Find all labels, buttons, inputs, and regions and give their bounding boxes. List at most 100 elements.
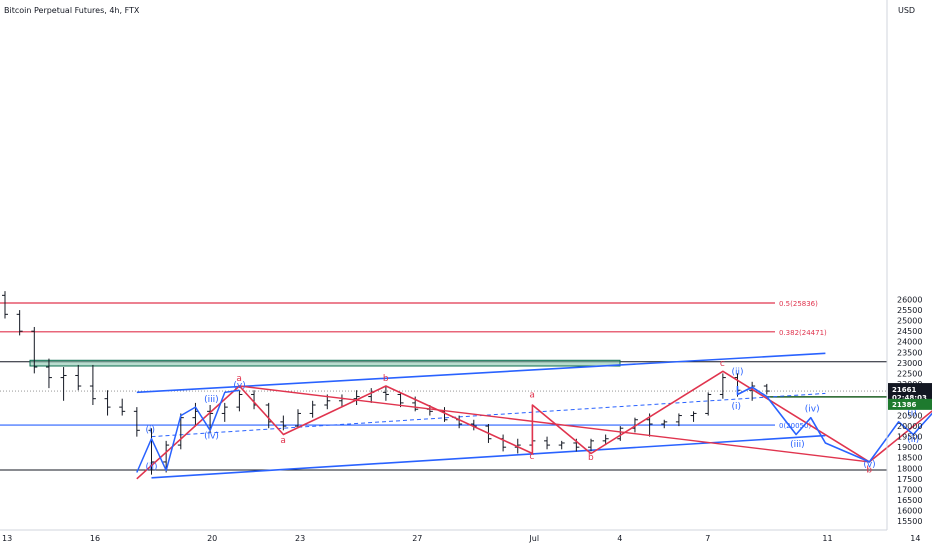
ohlc-bar <box>104 390 111 416</box>
wave-label-red: c <box>529 452 534 462</box>
ohlc-bar <box>221 402 228 422</box>
y-tick-label: 24500 <box>897 327 922 336</box>
last-price-tag-bg <box>888 383 932 404</box>
x-tick-label: 20 <box>207 534 217 543</box>
fib-level-label: 0(20050) <box>779 422 811 430</box>
y-tick-label: 24000 <box>897 338 922 347</box>
wave-label-blue: (iii) <box>790 440 805 450</box>
x-tick-label: 23 <box>295 534 305 543</box>
fib-level-label: 0.5(25836) <box>779 300 818 308</box>
ohlc-bar <box>749 381 756 401</box>
wave-label-blue: (i) <box>732 402 742 412</box>
y-tick-label: 16500 <box>897 496 922 505</box>
support-tag-bg <box>888 398 932 410</box>
support-value: 21386 <box>892 401 916 409</box>
y-tick-label: 25000 <box>897 317 922 326</box>
ohlc-bar <box>2 291 8 319</box>
ohlc-bar <box>45 358 52 389</box>
x-tick-label: 16 <box>90 534 100 543</box>
wave-label-red: b <box>383 374 389 384</box>
resistance-zone <box>29 359 621 367</box>
ohlc-bar <box>119 398 126 416</box>
red-wave-path <box>136 370 932 480</box>
y-tick-label: 22500 <box>897 369 922 378</box>
wave-label-blue: (i) <box>907 409 917 419</box>
ohlc-bar <box>31 326 38 374</box>
ohlc-bar <box>207 405 214 433</box>
x-tick-label: 11 <box>822 534 832 543</box>
ohlc-bar <box>690 411 697 422</box>
y-tick-label: 19500 <box>897 433 922 442</box>
x-tick-label: 4 <box>617 534 622 543</box>
blue-wave-path-left <box>136 389 240 473</box>
wave-label-blue: (i) <box>146 425 156 435</box>
ohlc-bar <box>544 436 551 450</box>
ohlc-bar <box>163 440 170 473</box>
wave-label-red: a <box>529 391 535 401</box>
wave-label-blue: (ii) <box>907 435 919 445</box>
ohlc-bar <box>236 390 243 412</box>
wave-labels: a a b a c b c b (i) (ii) (iii) (iv) (v) (ii) (i) (iv) (i… <box>146 359 920 476</box>
wave-paths <box>136 370 932 480</box>
ohlc-bar <box>353 390 360 406</box>
y-tick-label: 17000 <box>897 485 922 494</box>
ohlc-bar <box>382 386 389 401</box>
ohlc-bar <box>397 392 404 408</box>
chart-title: Bitcoin Perpetual Futures, 4h, FTX <box>4 6 140 15</box>
wave-label-red: b <box>866 465 872 475</box>
blue-wave-path-projection <box>736 386 932 463</box>
wave-label-red: a <box>280 436 286 446</box>
y-tick-label: 26000 <box>897 296 922 305</box>
ohlc-bar <box>75 364 82 391</box>
ohlc-bar <box>16 310 23 336</box>
ohlc-bar <box>309 400 316 418</box>
horizontal-lines: 0.5(25836) 0.382(24471) 0(20050) <box>0 300 887 471</box>
wave-label-red: c <box>720 359 725 369</box>
ohlc-bar <box>89 364 96 406</box>
y-tick-label: 18000 <box>897 464 922 473</box>
y-tick-label: 16000 <box>897 506 922 515</box>
wave-label-blue: (iv) <box>805 404 820 414</box>
x-tick-label: 27 <box>412 534 422 543</box>
upper-channel-line <box>136 352 826 394</box>
y-tick-label: 25500 <box>897 306 922 315</box>
y-tick-label: 15500 <box>897 517 922 526</box>
ohlc-bar <box>705 392 712 416</box>
ohlc-bar <box>588 438 594 452</box>
ohlc-bar <box>719 373 726 399</box>
ohlc-bar <box>617 426 624 441</box>
ohlc-bar <box>675 413 682 427</box>
last-price-value: 21661 <box>892 386 916 394</box>
wave-label-blue: (ii) <box>146 462 158 472</box>
y-tick-label: 18500 <box>897 454 922 463</box>
resistance-zone-box <box>29 359 621 367</box>
x-tick-label: Jul <box>528 534 539 543</box>
wave-label-blue: (v) <box>863 460 875 470</box>
y-tick-label: 17500 <box>897 475 922 484</box>
y-tick-label: 20500 <box>897 412 922 421</box>
y-tick-label: 20000 <box>897 422 922 431</box>
x-tick-label: 7 <box>705 534 710 543</box>
ohlc-bar <box>661 419 668 429</box>
ohlc-bar <box>60 367 67 401</box>
ohlc-bar <box>280 415 287 431</box>
x-tick-label: 13 <box>2 534 12 543</box>
support-price-tag: 21386 <box>888 398 932 410</box>
wave-label-blue: (ii) <box>732 367 744 377</box>
ohlc-bar <box>558 440 565 450</box>
ohlc-bar <box>133 407 140 437</box>
ohlc-bar <box>177 413 184 450</box>
ohlc-bar <box>602 434 609 446</box>
fib-level-label: 0.382(24471) <box>779 329 827 337</box>
x-tick-label: 14 <box>910 534 920 543</box>
mid-channel-line <box>151 392 826 438</box>
y-tick-label: 23000 <box>897 359 922 368</box>
y-tick-label: 19000 <box>897 443 922 452</box>
red-diagonal-line <box>239 385 870 463</box>
wave-label-blue: (iv) <box>204 432 219 442</box>
wave-label-red: a <box>236 374 242 384</box>
